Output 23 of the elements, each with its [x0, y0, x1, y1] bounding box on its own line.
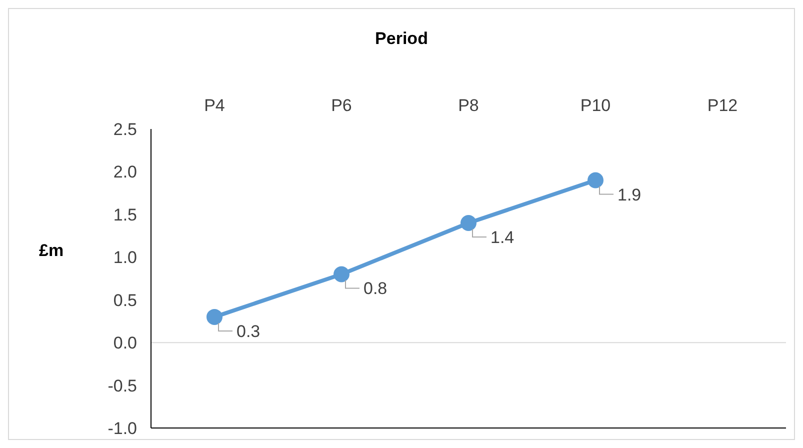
chart-title: Period — [374, 29, 429, 49]
point — [460, 214, 476, 231]
x-tick-label: P4 — [204, 96, 225, 115]
x-tick-label: P6 — [331, 96, 352, 115]
data-label: 0.8 — [364, 279, 388, 298]
point — [588, 172, 604, 188]
data-label: 0.3 — [236, 322, 260, 341]
x-tick-label: P8 — [458, 96, 479, 115]
point — [334, 266, 350, 282]
y-tick-label: 0.5 — [113, 290, 137, 310]
y-axis-title: £m — [39, 241, 64, 261]
y-tick-label: 2.5 — [113, 120, 137, 140]
x-tick-label: P10 — [580, 96, 611, 115]
data-label: 1.4 — [490, 228, 514, 247]
y-tick-label: 0.0 — [113, 334, 137, 353]
x-tick-label: P12 — [707, 96, 738, 115]
point — [206, 308, 222, 325]
y-tick-label: -1.0 — [108, 419, 137, 438]
y-tick-label: 1.0 — [113, 248, 137, 268]
y-tick-label: 1.5 — [113, 205, 137, 224]
y-tick-label: -0.5 — [108, 376, 137, 396]
data-label: 1.9 — [618, 185, 642, 204]
y-tick-label: 2.0 — [113, 162, 137, 182]
